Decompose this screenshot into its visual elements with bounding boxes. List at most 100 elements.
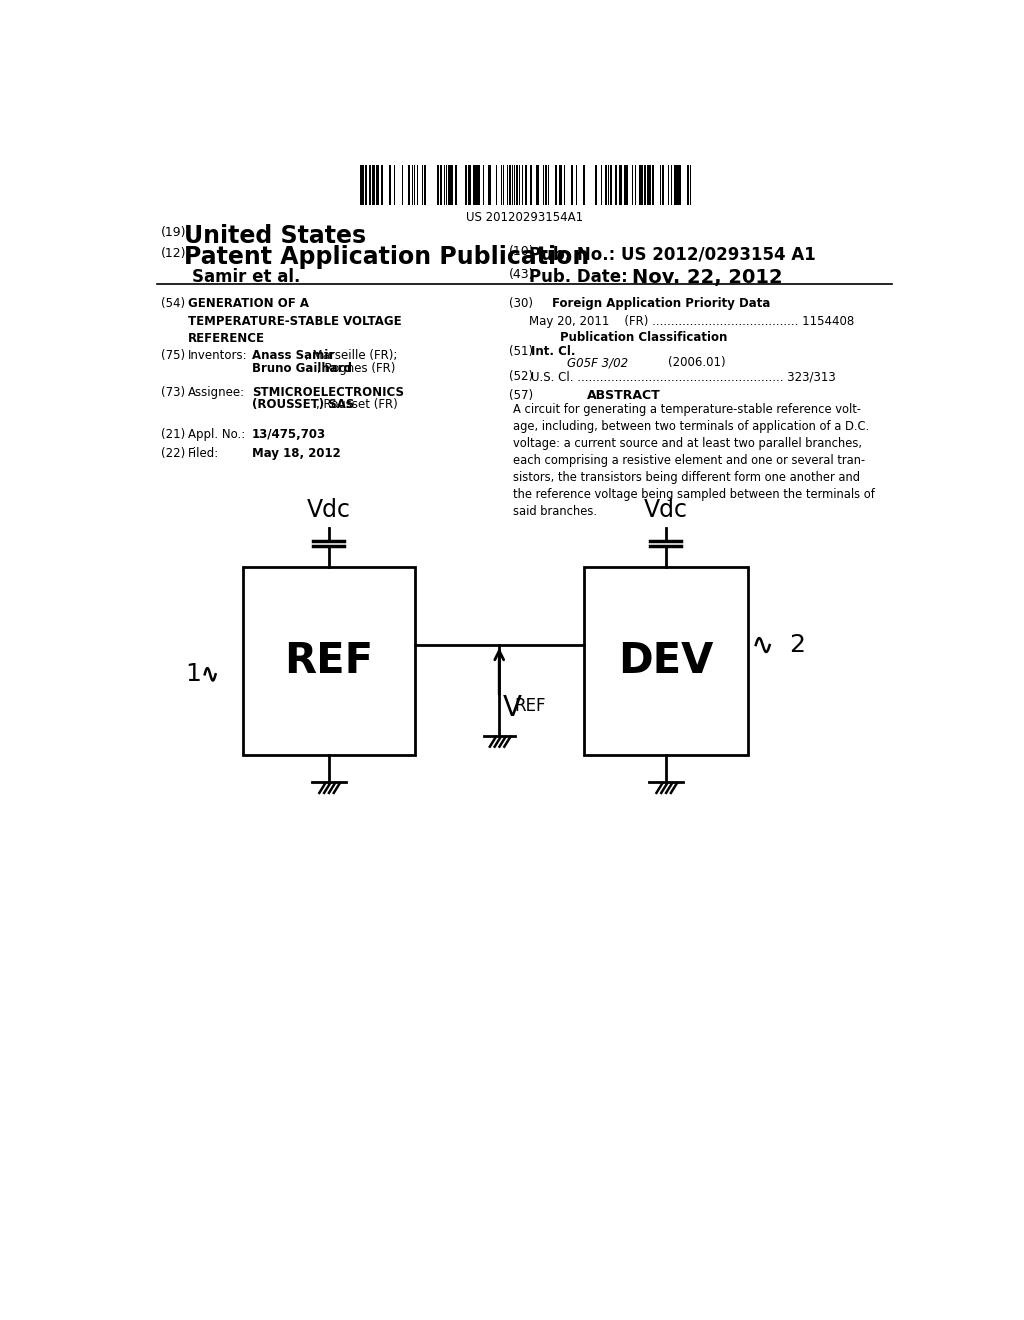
Text: Publication Classification: Publication Classification	[560, 331, 727, 345]
Bar	[381, 165, 382, 205]
Text: Anass Samir: Anass Samir	[252, 350, 334, 363]
Text: (43): (43)	[509, 268, 535, 281]
Bar	[478, 165, 480, 205]
Text: (57): (57)	[509, 389, 534, 403]
Text: Pub. Date:: Pub. Date:	[528, 268, 628, 285]
Bar	[632, 165, 633, 205]
Text: (54): (54)	[161, 297, 184, 310]
Bar	[468, 165, 471, 205]
Bar	[570, 165, 572, 205]
Bar	[618, 165, 622, 205]
Bar	[560, 165, 562, 205]
Bar	[555, 165, 557, 205]
Text: (10): (10)	[509, 246, 535, 259]
Bar	[675, 165, 677, 205]
Text: (21): (21)	[161, 428, 184, 441]
Text: G05F 3/02: G05F 3/02	[567, 356, 629, 370]
Text: Filed:: Filed:	[187, 447, 219, 461]
Bar	[361, 165, 365, 205]
Text: Int. Cl.: Int. Cl.	[531, 345, 575, 358]
Text: Inventors:: Inventors:	[187, 350, 248, 363]
Text: A circuit for generating a temperature-stable reference volt-
age, including, be: A circuit for generating a temperature-s…	[513, 404, 876, 519]
Bar	[639, 165, 640, 205]
Text: REF: REF	[285, 640, 374, 682]
Bar	[649, 165, 651, 205]
Bar	[452, 165, 453, 205]
Bar	[615, 165, 617, 205]
Text: (22): (22)	[161, 447, 184, 461]
Text: (51): (51)	[509, 345, 534, 358]
Bar	[536, 165, 539, 205]
Bar	[424, 165, 426, 205]
Text: (ROUSSET) SAS: (ROUSSET) SAS	[252, 397, 354, 411]
Bar	[687, 165, 688, 205]
Bar	[595, 165, 597, 205]
Bar	[610, 165, 611, 205]
Bar	[449, 165, 452, 205]
Text: V: V	[503, 693, 521, 722]
Text: May 20, 2011    (FR) ....................................... 1154408: May 20, 2011 (FR) ......................…	[528, 314, 854, 327]
Text: Appl. No.:: Appl. No.:	[187, 428, 245, 441]
Bar	[518, 165, 520, 205]
Bar	[372, 165, 375, 205]
Text: U.S. Cl. ....................................................... 323/313: U.S. Cl. ...............................…	[531, 370, 836, 383]
Bar	[475, 165, 477, 205]
Bar	[366, 165, 367, 205]
Text: US 20120293154A1: US 20120293154A1	[466, 211, 584, 224]
Bar	[624, 165, 626, 205]
Bar	[678, 165, 679, 205]
Text: (2006.01): (2006.01)	[669, 356, 726, 370]
Bar	[641, 165, 643, 205]
Bar	[412, 165, 414, 205]
Text: May 18, 2012: May 18, 2012	[252, 447, 341, 461]
Bar	[376, 165, 378, 205]
Text: , Rousset (FR): , Rousset (FR)	[315, 397, 397, 411]
Text: Assignee:: Assignee:	[187, 385, 245, 399]
Bar	[466, 165, 467, 205]
Bar	[679, 165, 681, 205]
Bar	[488, 165, 490, 205]
Bar	[584, 566, 748, 755]
Bar	[445, 165, 447, 205]
Text: Vdc: Vdc	[307, 498, 351, 521]
Text: ABSTRACT: ABSTRACT	[587, 389, 660, 403]
Text: REF: REF	[515, 697, 546, 715]
Text: (52): (52)	[509, 370, 534, 383]
Text: (73): (73)	[161, 385, 184, 399]
Text: (19): (19)	[161, 226, 186, 239]
Text: (30): (30)	[509, 297, 534, 310]
Bar	[512, 165, 513, 205]
Bar	[437, 165, 438, 205]
Text: , Rognes (FR): , Rognes (FR)	[317, 362, 395, 375]
Text: Foreign Application Priority Data: Foreign Application Priority Data	[552, 297, 770, 310]
Text: GENERATION OF A
TEMPERATURE-STABLE VOLTAGE
REFERENCE: GENERATION OF A TEMPERATURE-STABLE VOLTA…	[187, 297, 401, 345]
Bar	[389, 165, 391, 205]
Text: DEV: DEV	[618, 640, 714, 682]
Bar	[627, 165, 628, 205]
Text: Bruno Gailhard: Bruno Gailhard	[252, 362, 352, 375]
Text: Vdc: Vdc	[644, 498, 688, 521]
Bar	[369, 165, 371, 205]
Text: Samir et al.: Samir et al.	[191, 268, 300, 285]
Text: United States: United States	[183, 224, 366, 248]
Bar	[647, 165, 649, 205]
Bar	[243, 566, 415, 755]
Text: Pub. No.: US 2012/0293154 A1: Pub. No.: US 2012/0293154 A1	[528, 246, 815, 264]
Bar	[473, 165, 475, 205]
Bar	[652, 165, 654, 205]
Bar	[440, 165, 442, 205]
Bar	[662, 165, 664, 205]
Text: , Marseille (FR);: , Marseille (FR);	[305, 350, 397, 363]
Text: 1: 1	[185, 663, 202, 686]
Text: STMICROELECTRONICS: STMICROELECTRONICS	[252, 385, 404, 399]
Text: (75): (75)	[161, 350, 184, 363]
Bar	[543, 165, 544, 205]
Bar	[605, 165, 607, 205]
Text: 13/475,703: 13/475,703	[252, 428, 326, 441]
Bar	[509, 165, 511, 205]
Bar	[530, 165, 531, 205]
Bar	[644, 165, 646, 205]
Bar	[408, 165, 410, 205]
Text: (12): (12)	[161, 247, 186, 260]
Text: 2: 2	[790, 634, 805, 657]
